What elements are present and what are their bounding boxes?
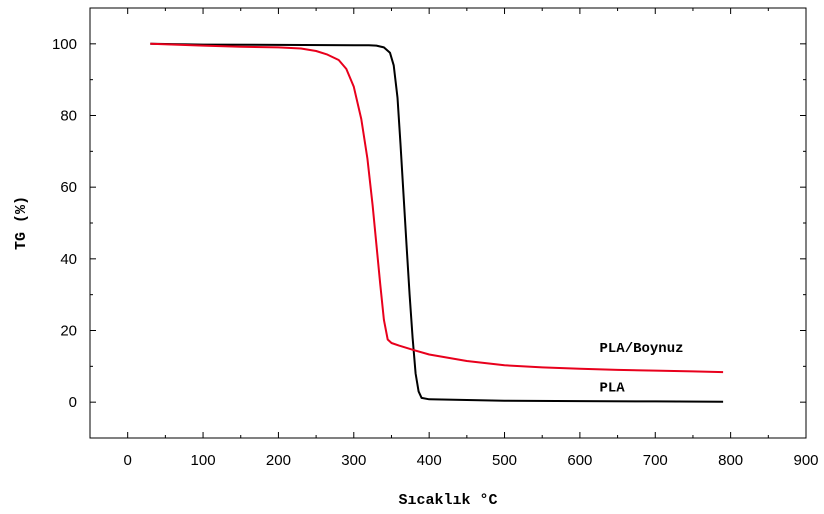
- y-tick-label: 100: [52, 36, 77, 53]
- y-tick-label: 60: [60, 179, 77, 196]
- y-tick-label: 80: [60, 108, 77, 125]
- series-line-pla: [150, 42, 724, 403]
- x-tick-label: 100: [191, 452, 216, 469]
- x-tick-label: 0: [124, 452, 132, 469]
- y-tick-label: 0: [69, 394, 77, 411]
- x-axis-title: Sıcaklık °C: [398, 492, 497, 509]
- x-tick-label: 200: [266, 452, 291, 469]
- series-label: PLA: [599, 380, 625, 396]
- y-tick-label: 40: [60, 251, 77, 268]
- data-series: [150, 42, 724, 403]
- x-tick-label: 500: [492, 452, 517, 469]
- y-tick-label: 20: [60, 323, 77, 340]
- series-labels: PLA/Boynuz PLA: [599, 341, 683, 396]
- x-tick-label: 600: [567, 452, 592, 469]
- x-tick-label: 400: [417, 452, 442, 469]
- plot-frame: [89, 7, 807, 439]
- x-tick-label: 900: [793, 452, 818, 469]
- y-axis-title: TG (%): [13, 196, 30, 250]
- x-tick-label: 300: [341, 452, 366, 469]
- series-label: PLA/Boynuz: [599, 341, 683, 357]
- axis-ticks: 0 100 200 300 400 500 600 700 800 900 0 20 40 60 80 100: [52, 7, 819, 469]
- x-tick-label: 700: [643, 452, 668, 469]
- x-tick-label: 800: [718, 452, 743, 469]
- series-line-pla-boynuz: [150, 42, 724, 374]
